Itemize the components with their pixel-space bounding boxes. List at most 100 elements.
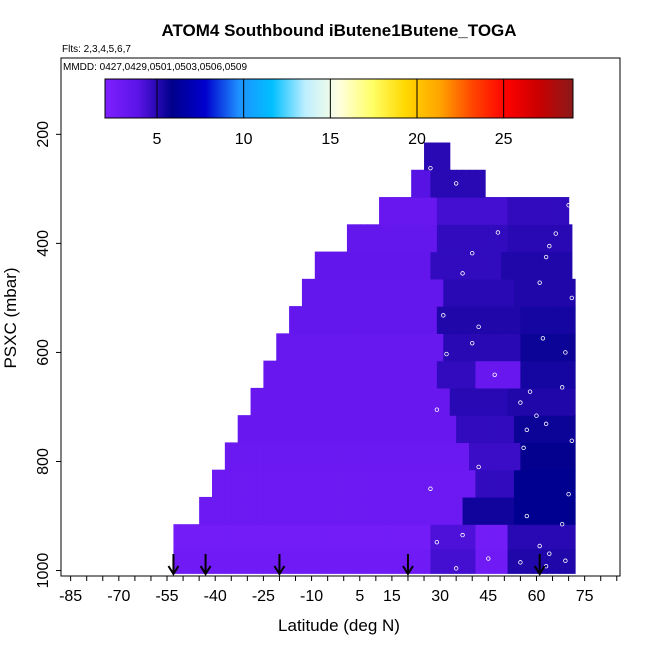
heatmap-cell — [449, 278, 457, 307]
heatmap-cell — [571, 387, 576, 416]
heatmap-cell — [340, 415, 348, 444]
sample-point — [543, 254, 549, 260]
heatmap-cell — [501, 197, 509, 225]
heatmap-cell — [494, 415, 502, 444]
heatmap-cell — [404, 524, 412, 550]
sample-point — [492, 372, 497, 377]
heatmap-cell — [520, 251, 528, 280]
heatmap-cell — [488, 224, 496, 253]
heatmap-cell — [456, 169, 464, 198]
heatmap-cell — [430, 360, 438, 389]
heatmap-cell — [346, 306, 354, 334]
heatmap-cell — [571, 278, 576, 307]
heatmap-cell — [526, 278, 534, 307]
heatmap-cell — [539, 469, 547, 498]
colorbar-gradient — [104, 78, 574, 119]
heatmap-cell — [565, 387, 573, 416]
heatmap-cell — [334, 496, 342, 525]
heatmap-cell — [552, 224, 560, 253]
heatmap-cell — [269, 548, 277, 574]
colorbar-tick-label: 25 — [495, 131, 513, 148]
plot-frame — [60, 57, 621, 577]
heatmap-cell — [398, 469, 406, 498]
heatmap-cell — [218, 496, 226, 525]
heatmap-cell — [276, 442, 284, 471]
heatmap-cell — [456, 333, 464, 362]
heatmap-cell — [359, 469, 367, 498]
flight-arrow — [167, 554, 180, 576]
heatmap-cell — [250, 415, 258, 444]
heatmap-cell — [385, 197, 393, 225]
heatmap-cell — [244, 524, 252, 550]
heatmap-cell — [269, 469, 277, 498]
heatmap-cell — [205, 496, 213, 525]
heatmap-cell — [231, 496, 239, 525]
heatmap-cell — [417, 360, 425, 389]
heatmap-cell — [379, 496, 387, 525]
heatmap-cell — [398, 333, 406, 362]
heatmap-cell — [244, 442, 252, 471]
heatmap-cell — [321, 548, 329, 574]
heatmap-cell — [436, 197, 444, 225]
heatmap-cell — [321, 251, 329, 280]
heatmap-cell — [436, 333, 444, 362]
heatmap-cell — [398, 442, 406, 471]
heatmap-cell — [481, 169, 486, 198]
heatmap-cell — [391, 469, 399, 498]
heatmap-cell — [488, 387, 496, 416]
heatmap-cell — [462, 224, 470, 253]
flight-arrows-layer — [167, 554, 546, 576]
heatmap-cell — [411, 496, 419, 525]
heatmap-cell — [205, 524, 213, 550]
heatmap-cell — [430, 548, 438, 574]
heatmap-cell — [276, 415, 284, 444]
heatmap-cell — [391, 442, 399, 471]
heatmap-cell — [475, 251, 483, 280]
heatmap-cell — [301, 278, 309, 307]
heatmap-cell — [533, 469, 541, 498]
heatmap-cell — [469, 224, 477, 253]
heatmap-cell — [424, 442, 432, 471]
x-axis-tick-label: 60 — [528, 588, 546, 605]
heatmap-cell — [539, 548, 547, 574]
heatmap-cell — [449, 306, 457, 334]
heatmap-cell — [256, 387, 264, 416]
heatmap-cell — [417, 387, 425, 416]
heatmap-cell — [456, 197, 464, 225]
heatmap-cell — [244, 548, 252, 574]
heatmap-cell — [417, 469, 425, 498]
heatmap-cell — [546, 251, 554, 280]
heatmap-cell — [282, 387, 290, 416]
heatmap-cell — [385, 278, 393, 307]
heatmap-cell — [488, 415, 496, 444]
heatmap-cell — [469, 197, 477, 225]
heatmap-cell — [314, 442, 322, 471]
heatmap-cell — [494, 306, 502, 334]
heatmap-cell — [411, 333, 419, 362]
heatmap-cell — [366, 333, 374, 362]
heatmap-cell — [507, 333, 515, 362]
heatmap-cell — [462, 496, 470, 525]
heatmap-cell — [398, 251, 406, 280]
heatmap-cell — [398, 548, 406, 574]
heatmap-cell — [346, 224, 354, 253]
heatmap-cell — [520, 415, 528, 444]
heatmap-cell — [237, 548, 245, 574]
heatmap-cell — [501, 442, 509, 471]
sample-point — [534, 413, 539, 418]
heatmap-cell — [449, 469, 457, 498]
heatmap-cell — [340, 387, 348, 416]
heatmap-cell — [430, 496, 438, 525]
heatmap-cell — [256, 496, 264, 525]
heatmap-cell — [424, 306, 432, 334]
heatmap-cell — [501, 278, 509, 307]
heatmap-cell — [424, 169, 432, 198]
heatmap-cell — [443, 524, 451, 550]
heatmap-cell — [481, 496, 489, 525]
heatmap-cell — [469, 278, 477, 307]
heatmap-cell — [301, 387, 309, 416]
heatmap-cell — [539, 197, 547, 225]
heatmap-cell — [224, 442, 232, 471]
heatmap-cell — [424, 142, 432, 171]
sample-point — [569, 438, 575, 443]
